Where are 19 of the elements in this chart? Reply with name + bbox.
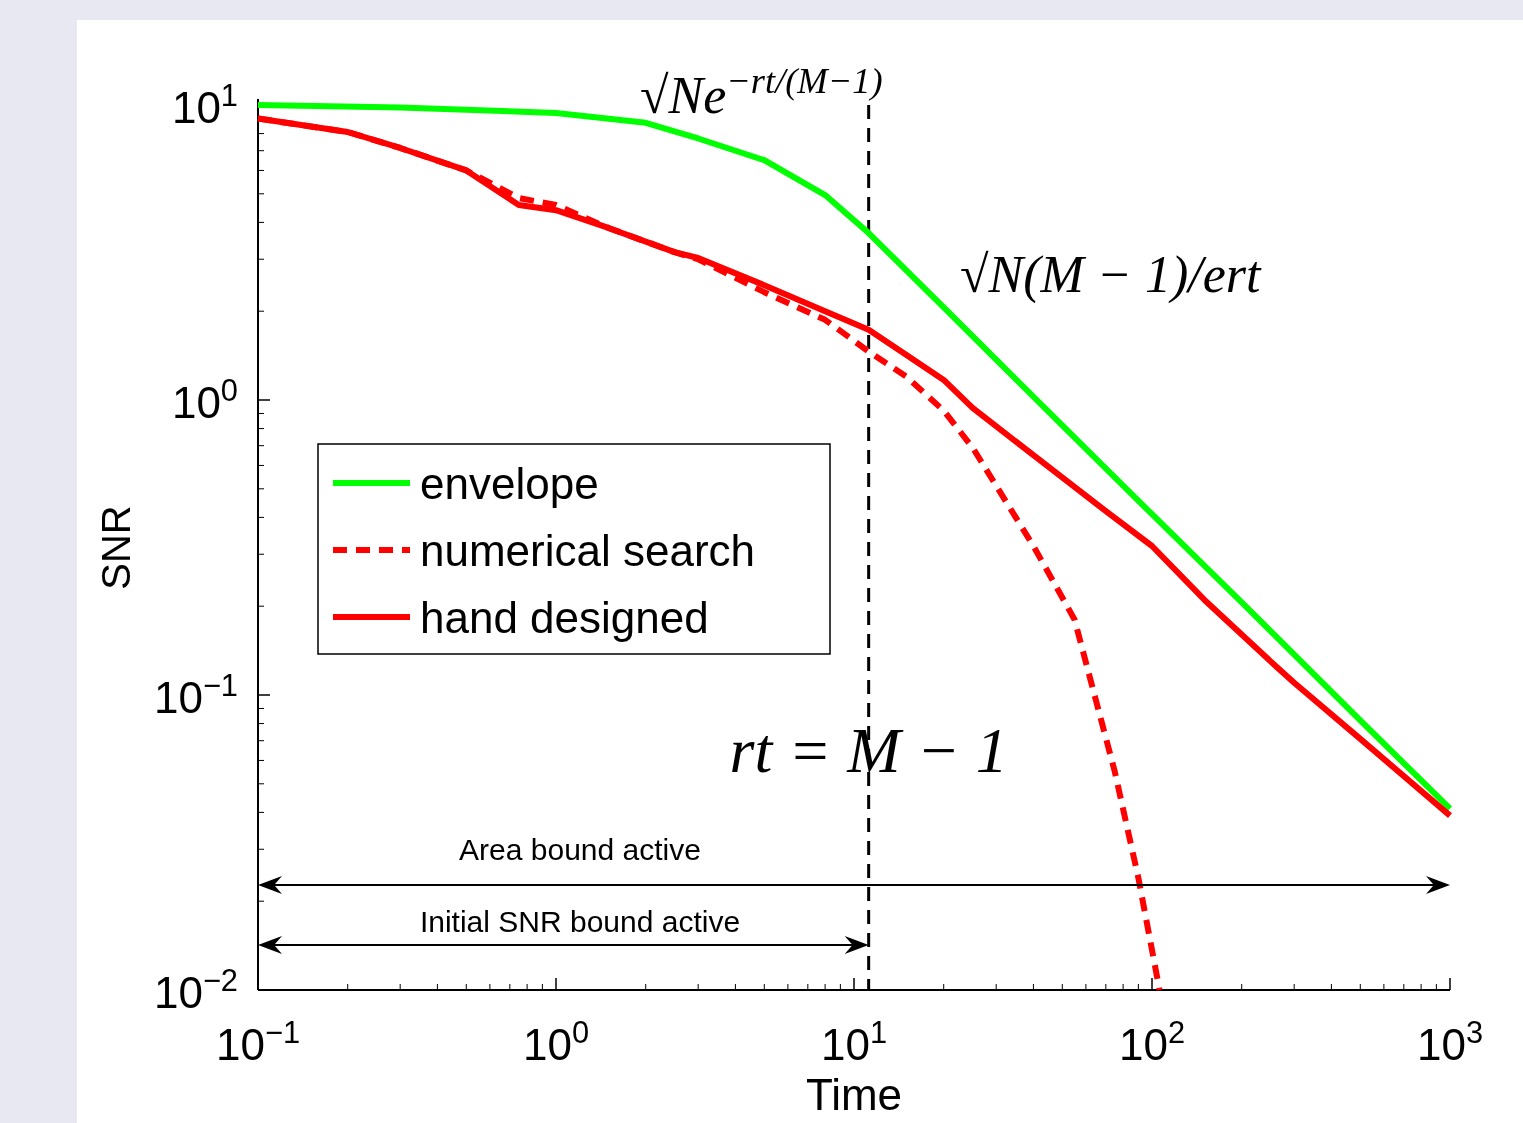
- y-axis-title: SNR: [94, 505, 138, 590]
- annotation: Initial SNR bound active: [419, 905, 741, 938]
- x-tick-label: 10$^{2}$: [1118, 1014, 1186, 1069]
- legend-label: hand designed: [420, 593, 709, 642]
- x-tick-label: 10$^{3}$: [1416, 1014, 1484, 1069]
- x-tick-label: 10$^{−1}$: [215, 1014, 301, 1069]
- y-tick-label: 10$^{−1}$: [153, 667, 238, 722]
- y-tick-label: 10$^{0}$: [171, 372, 238, 427]
- annotation: Area bound active: [459, 833, 701, 866]
- y-tick-label: 10$^{−2}$: [153, 962, 238, 1017]
- annotation: √Ne$^{−rt/(M−1)}$: [640, 61, 883, 124]
- x-axis-title: Time: [805, 1070, 903, 1119]
- ref-line-label: rt = M − 1: [729, 715, 1008, 786]
- x-tick-label: 10$^{0}$: [522, 1014, 590, 1069]
- x-tick-label: 10$^{1}$: [820, 1014, 888, 1069]
- annotation: √N(M − 1)/ert: [960, 246, 1263, 304]
- y-tick-label: 10$^{1}$: [171, 77, 238, 132]
- legend-label: numerical search: [420, 526, 756, 575]
- legend-label: envelope: [420, 459, 599, 508]
